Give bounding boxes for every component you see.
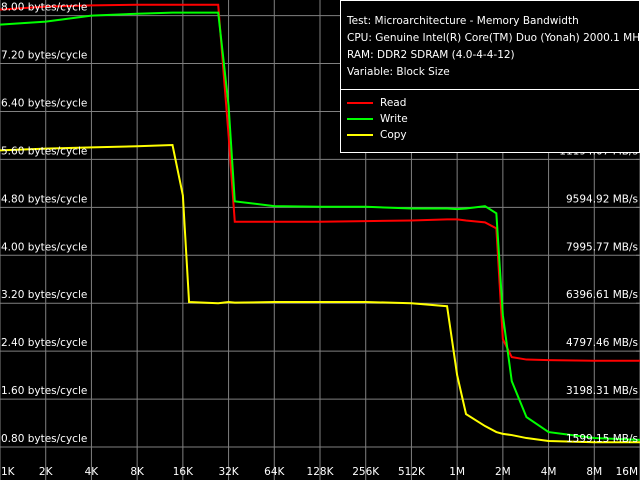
- plot: [0, 3, 640, 444]
- x-tick-label: 4M: [541, 466, 557, 478]
- x-tick-label: 64K: [264, 466, 285, 478]
- x-tick-label: 8M: [586, 466, 602, 478]
- info-text: CPU: Genuine Intel(R) Core(TM) Duo (Yona…: [347, 32, 640, 44]
- x-tick-label: 1M: [449, 466, 465, 478]
- x-tick-label: 256K: [352, 466, 380, 478]
- x-tick-label: 1K: [1, 466, 16, 478]
- info-text: RAM: DDR2 SDRAM (4.0-4-4-12): [347, 49, 515, 61]
- y2-tick-label: 4797.46 MB/s: [566, 337, 638, 349]
- x-tick-label: 4K: [85, 466, 100, 478]
- y-tick-label: 3.20 bytes/cycle: [1, 289, 87, 301]
- info-text: Test: Microarchitecture - Memory Bandwid…: [346, 15, 579, 27]
- x-tick-label: 16M: [616, 466, 638, 478]
- info-text: Variable: Block Size: [347, 66, 450, 78]
- series-line: [0, 11, 640, 441]
- x-tick-label: 512K: [398, 466, 426, 478]
- legend: Test: Microarchitecture - Memory Bandwid…: [346, 15, 640, 141]
- y-tick-label: 7.20 bytes/cycle: [1, 50, 87, 62]
- y-tick-label: 6.40 bytes/cycle: [1, 97, 87, 109]
- series-line: [0, 3, 640, 362]
- y2-tick-label: 3198.31 MB/s: [566, 385, 638, 397]
- x-tick-label: 2M: [495, 466, 511, 478]
- legend-box: [340, 0, 640, 153]
- x-tick-label: 128K: [307, 466, 335, 478]
- x-tick-label: 8K: [130, 466, 145, 478]
- series-line: [0, 143, 640, 444]
- legend-label: Write: [380, 113, 408, 125]
- y2-tick-label: 1599.15 MB/s: [566, 433, 638, 445]
- legend-label: Copy: [380, 129, 407, 141]
- y-tick-label: 0.80 bytes/cycle: [1, 433, 87, 445]
- x-tick-label: 16K: [173, 466, 194, 478]
- y2-tick-label: 7995.77 MB/s: [566, 241, 638, 253]
- x-tick-label: 32K: [218, 466, 239, 478]
- y-tick-label: 4.00 bytes/cycle: [1, 241, 87, 253]
- y-tick-label: 8.00 bytes/cycle: [1, 2, 87, 14]
- y-tick-label: 5.60 bytes/cycle: [1, 145, 87, 157]
- y-tick-label: 4.80 bytes/cycle: [1, 193, 87, 205]
- y-tick-label: 1.60 bytes/cycle: [1, 385, 87, 397]
- x-tick-label: 2K: [39, 466, 54, 478]
- y-tick-label: 2.40 bytes/cycle: [1, 337, 87, 349]
- y2-tick-label: 9594.92 MB/s: [566, 193, 638, 205]
- y2-tick-label: 6396.61 MB/s: [566, 289, 638, 301]
- legend-label: Read: [380, 97, 406, 109]
